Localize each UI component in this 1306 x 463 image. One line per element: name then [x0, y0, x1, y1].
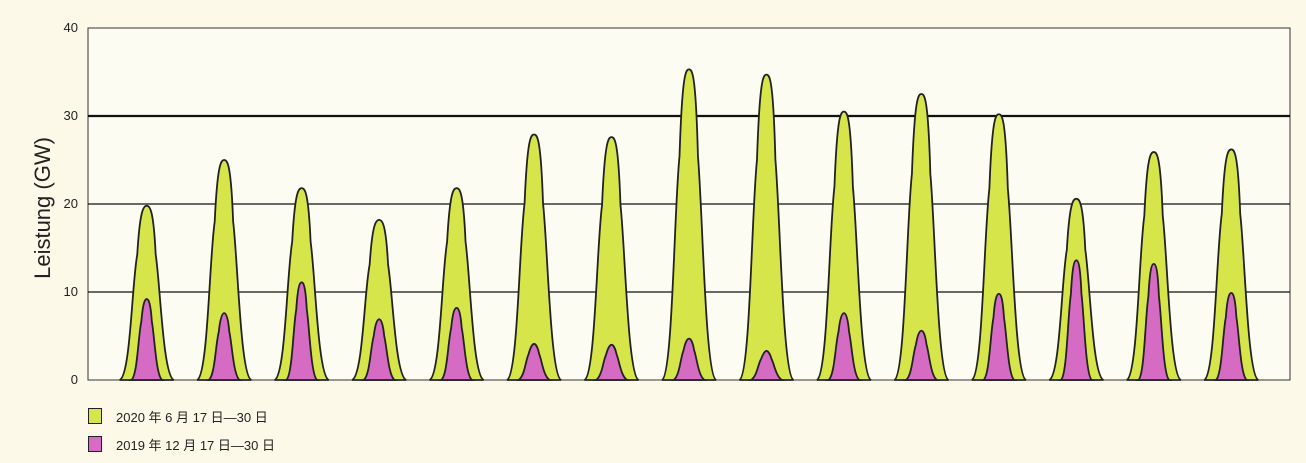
legend-swatch-2020	[88, 408, 102, 424]
area-2020-day-4	[351, 218, 407, 381]
area-2019-day-13	[1057, 259, 1095, 381]
y-axis-label: Leistung (GW)	[30, 137, 55, 279]
area-2020-day-9	[738, 73, 795, 381]
area-2019-day-4	[360, 318, 398, 381]
data-areas	[118, 68, 1260, 381]
area-2020-day-11	[893, 93, 950, 381]
y-tick-label-0: 0	[71, 372, 78, 387]
area-2020-day-7	[583, 136, 640, 381]
area-2020-day-15	[1203, 148, 1260, 381]
area-2019-day-9	[747, 350, 786, 381]
legend-label-2019: 2019 年 12 月 17 日—30 日	[116, 437, 275, 453]
area-2019-day-12	[980, 292, 1018, 381]
area-2019-day-11	[902, 329, 940, 381]
legend-swatch-2019	[88, 436, 102, 452]
area-2019-day-8	[670, 337, 708, 381]
legend: 2020 年 6 月 17 日—30 日 2019 年 12 月 17 日—30…	[88, 402, 275, 458]
area-2020-day-8	[661, 68, 717, 381]
area-2019-day-3	[283, 281, 321, 381]
area-2019-day-14	[1135, 262, 1173, 381]
area-2019-day-15	[1212, 291, 1250, 381]
y-tick-label-20: 20	[64, 196, 78, 211]
area-2020-day-6	[506, 133, 562, 381]
y-tick-label-10: 10	[64, 284, 78, 299]
y-tick-label-40: 40	[64, 20, 78, 35]
area-2020-day-12	[971, 113, 1027, 381]
area-2019-day-1	[128, 298, 166, 381]
legend-item-2020: 2020 年 6 月 17 日—30 日	[88, 402, 275, 430]
area-2019-day-6	[515, 343, 553, 381]
area-2019-day-2	[205, 312, 243, 381]
area-2020-day-5	[428, 187, 485, 381]
area-2020-day-2	[196, 159, 252, 381]
legend-item-2019: 2019 年 12 月 17 日—30 日	[88, 430, 275, 458]
area-2019-day-5	[438, 306, 476, 381]
y-tick-label-30: 30	[64, 108, 78, 123]
area-2019-day-7	[592, 343, 631, 381]
area-2020-day-1	[118, 204, 175, 381]
y-axis-ticks: 0 10 20 30 40	[64, 20, 78, 387]
area-2019-day-10	[825, 312, 863, 381]
legend-label-2020: 2020 年 6 月 17 日—30 日	[116, 409, 268, 425]
area-2020-day-10	[816, 110, 872, 381]
